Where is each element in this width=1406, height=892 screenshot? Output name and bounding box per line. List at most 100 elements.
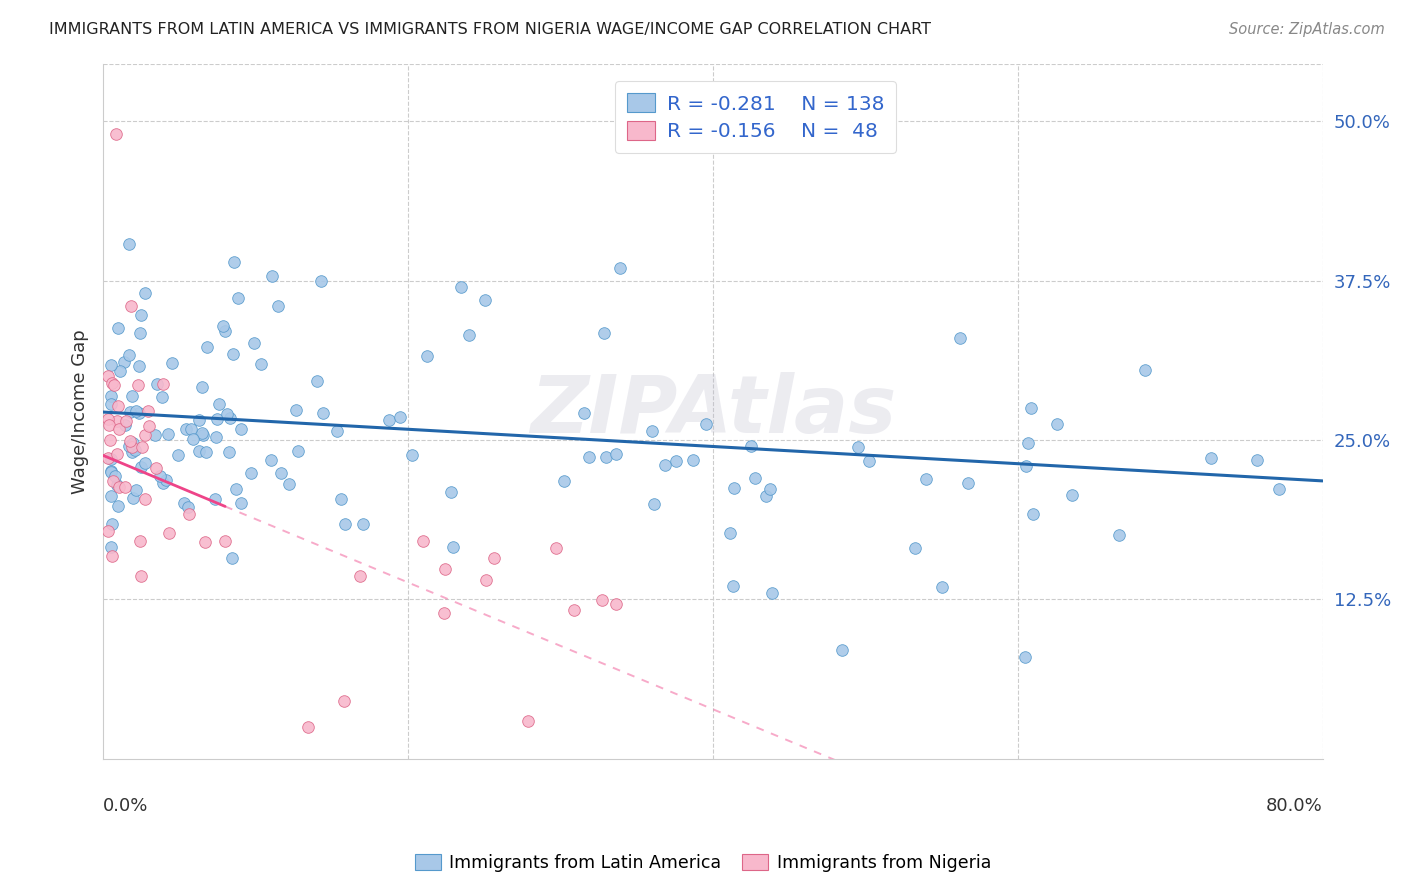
Point	[134, 428, 156, 442]
Point	[755, 489, 778, 503]
Point	[208, 396, 231, 410]
Point	[173, 496, 195, 510]
Point	[277, 477, 299, 491]
Point	[100, 451, 122, 466]
Point	[641, 424, 664, 438]
Point	[553, 475, 575, 489]
Point	[115, 414, 138, 428]
Point	[194, 535, 217, 549]
Point	[152, 376, 174, 391]
Point	[195, 339, 218, 353]
Point	[723, 578, 745, 592]
Point	[457, 327, 479, 342]
Point	[330, 491, 353, 506]
Point	[225, 482, 247, 496]
Point	[434, 562, 457, 576]
Point	[1015, 459, 1038, 474]
Point	[101, 549, 124, 563]
Point	[124, 404, 146, 418]
Point	[221, 551, 243, 566]
Point	[266, 299, 288, 313]
Point	[145, 461, 167, 475]
Point	[157, 525, 180, 540]
Text: 0.0%: 0.0%	[103, 797, 149, 815]
Point	[312, 406, 335, 420]
Point	[846, 440, 869, 454]
Point	[388, 410, 411, 425]
Point	[215, 407, 238, 421]
Point	[97, 450, 120, 465]
Point	[287, 444, 309, 458]
Point	[242, 335, 264, 350]
Text: 80.0%: 80.0%	[1265, 797, 1323, 815]
Point	[177, 500, 200, 514]
Point	[595, 450, 617, 465]
Point	[129, 533, 152, 548]
Point	[204, 492, 226, 507]
Point	[98, 418, 121, 433]
Point	[270, 466, 292, 480]
Point	[134, 491, 156, 506]
Point	[131, 441, 153, 455]
Point	[118, 439, 141, 453]
Point	[124, 443, 146, 458]
Point	[931, 580, 953, 594]
Point	[222, 347, 245, 361]
Point	[309, 274, 332, 288]
Point	[187, 444, 209, 458]
Point	[191, 427, 214, 442]
Point	[105, 447, 128, 461]
Point	[1017, 436, 1039, 450]
Point	[205, 412, 228, 426]
Point	[474, 574, 496, 588]
Point	[121, 491, 143, 505]
Point	[150, 390, 173, 404]
Legend: R = -0.281    N = 138, R = -0.156    N =  48: R = -0.281 N = 138, R = -0.156 N = 48	[614, 81, 897, 153]
Point	[104, 469, 127, 483]
Point	[904, 541, 927, 555]
Point	[654, 458, 676, 472]
Point	[160, 356, 183, 370]
Point	[759, 482, 782, 496]
Point	[297, 720, 319, 734]
Point	[562, 603, 585, 617]
Point	[1014, 649, 1036, 664]
Point	[665, 453, 688, 467]
Point	[121, 389, 143, 403]
Point	[100, 433, 122, 447]
Point	[1108, 528, 1130, 542]
Point	[108, 479, 131, 493]
Point	[107, 399, 129, 413]
Point	[915, 472, 938, 486]
Point	[226, 291, 249, 305]
Y-axis label: Wage/Income Gap: Wage/Income Gap	[72, 329, 89, 494]
Point	[574, 406, 596, 420]
Point	[167, 448, 190, 462]
Point	[100, 465, 122, 479]
Text: Source: ZipAtlas.com: Source: ZipAtlas.com	[1229, 22, 1385, 37]
Point	[831, 643, 853, 657]
Point	[1135, 363, 1157, 377]
Point	[107, 499, 129, 513]
Point	[723, 481, 745, 495]
Point	[482, 551, 505, 566]
Point	[174, 422, 197, 436]
Point	[122, 436, 145, 450]
Point	[744, 471, 766, 485]
Point	[100, 516, 122, 531]
Point	[128, 359, 150, 373]
Point	[112, 355, 135, 369]
Point	[179, 507, 201, 521]
Point	[224, 254, 246, 268]
Point	[605, 447, 627, 461]
Point	[146, 377, 169, 392]
Point	[956, 475, 979, 490]
Point	[605, 598, 627, 612]
Point	[858, 454, 880, 468]
Point	[108, 422, 131, 436]
Point	[214, 324, 236, 338]
Point	[155, 473, 177, 487]
Point	[100, 489, 122, 503]
Point	[125, 483, 148, 498]
Point	[138, 419, 160, 434]
